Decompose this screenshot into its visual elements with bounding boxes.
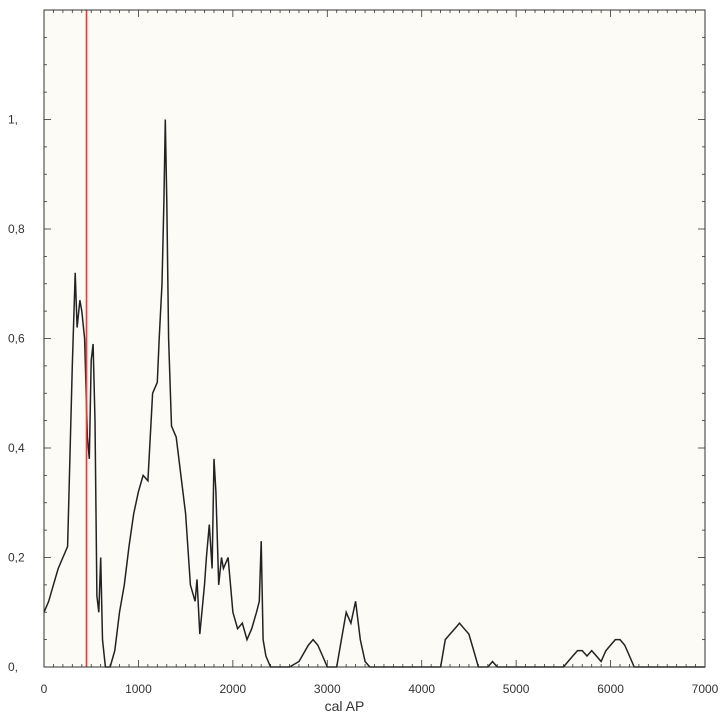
tick-labels: 0 1000 2000 3000 4000 5000 6000 7000 0, 0,2 0,4 0,6…: [8, 113, 719, 697]
y-tick-label: 0,: [8, 660, 18, 674]
x-tick-label: 3000: [314, 682, 341, 696]
x-tick-label: 5000: [503, 682, 530, 696]
x-tick-label: 2000: [220, 682, 247, 696]
y-tick-label: 0,8: [8, 222, 25, 236]
plot-frame: [43, 9, 706, 668]
plot-background: [44, 10, 705, 667]
x-tick-label: 1000: [125, 682, 152, 696]
x-tick-label: 0: [41, 682, 48, 696]
series-line: [43, 119, 705, 668]
x-axis-label: cal AP: [325, 698, 365, 714]
x-tick-label: 6000: [597, 682, 624, 696]
y-tick-label: 0,6: [8, 332, 25, 346]
x-tick-label: 4000: [408, 682, 435, 696]
x-tick-label: 7000: [692, 682, 719, 696]
y-tick-label: 0,2: [8, 551, 25, 565]
y-tick-label: 0,4: [8, 441, 25, 455]
y-tick-label: 1,: [8, 113, 18, 127]
